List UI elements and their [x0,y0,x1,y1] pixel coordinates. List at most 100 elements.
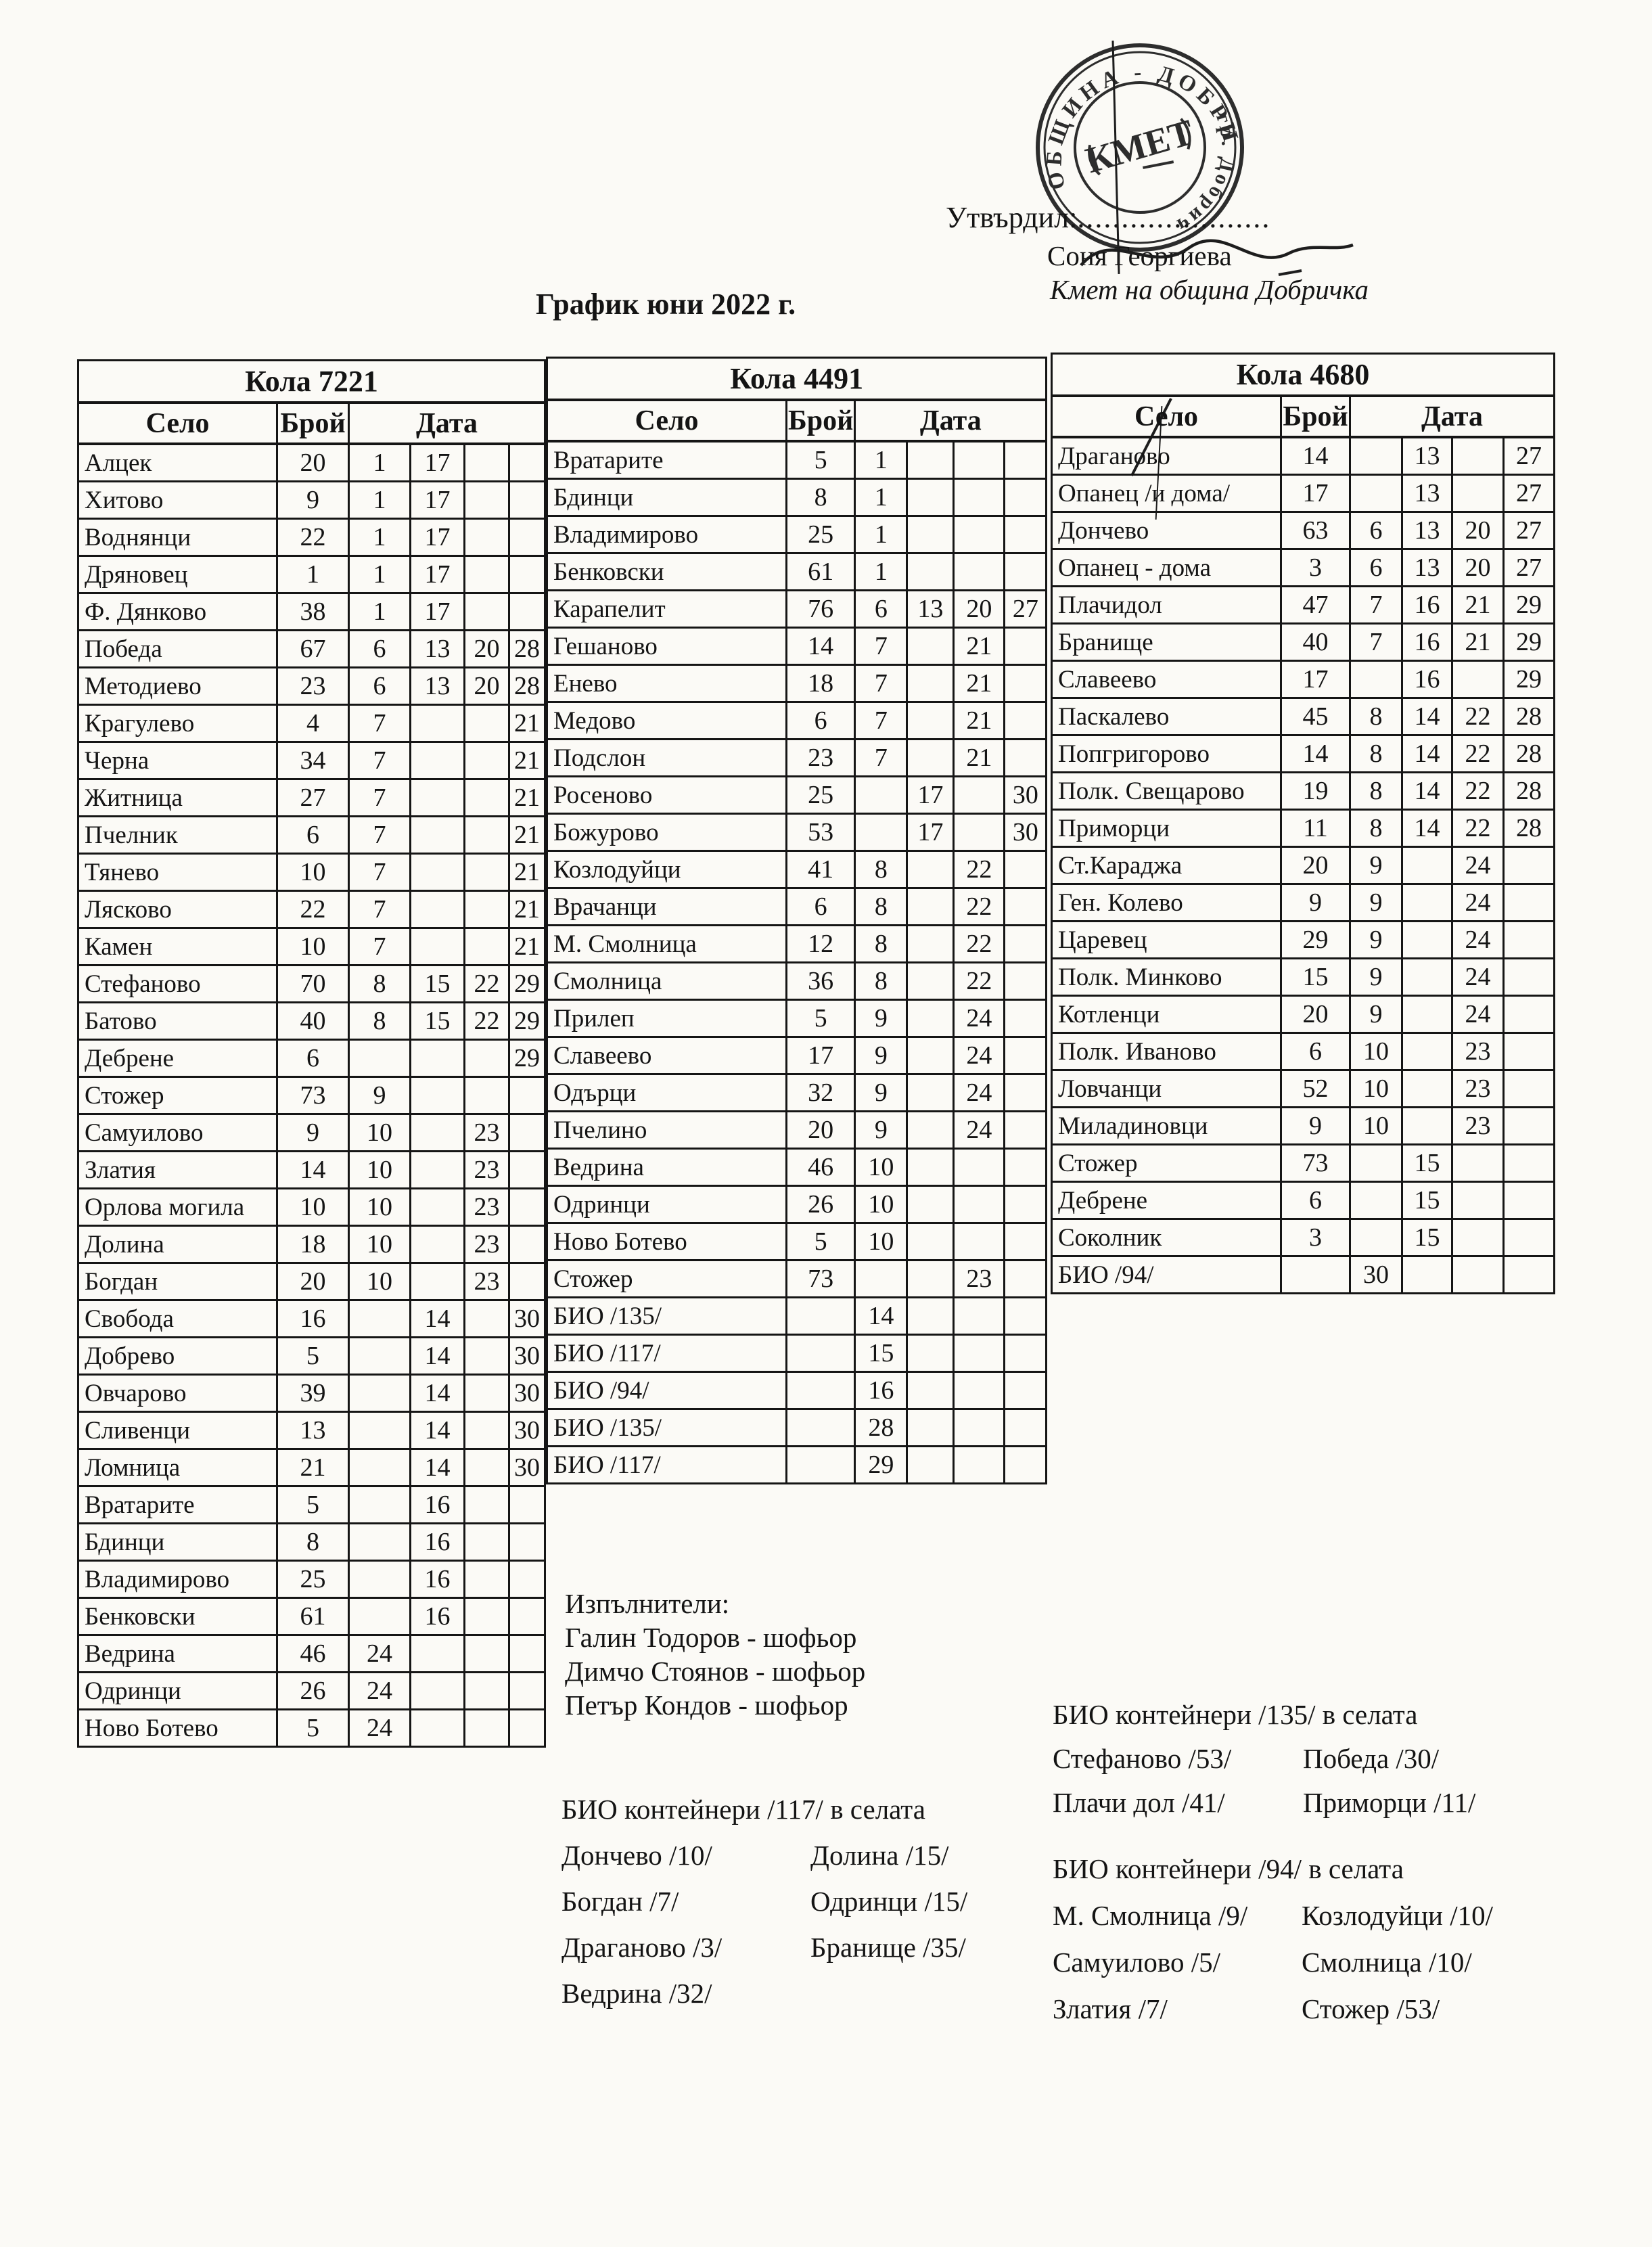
date-cell [1003,850,1048,889]
table-kola-4491: Кола 4491 Село Брой Дата Вратарите 5 1 Бдинци 8 1… [545,357,1048,1484]
village-cell: Медово [546,701,787,740]
bio-item: Стожер /53/ [1302,1993,1440,2024]
date-cell [1349,660,1403,699]
date-cell: 9 [1349,957,1403,997]
date-cell: 10 [1349,1106,1403,1145]
date-cell: 24 [953,1110,1006,1150]
bio-row: Самуилово /5/Смолница /10/ [1053,1939,1493,1986]
count-cell: 46 [276,1634,350,1673]
count-cell: 73 [276,1076,350,1115]
date-cell [409,1113,465,1152]
date-cell: 20 [1451,511,1505,550]
village-cell: Златия [77,1150,278,1189]
date-cell [463,778,510,817]
date-cell [1401,846,1453,885]
column-header-row: Село Брой Дата [77,401,546,445]
bio-item: Победа /30/ [1303,1743,1440,1774]
count-cell: 25 [785,775,856,815]
date-cell [1349,1143,1403,1183]
date-cell [953,1296,1006,1336]
table-row: Полк. Минково 15 9 24 [1051,957,1555,997]
table-row: Крагулево 4 7 21 [77,704,546,743]
date-cell [906,887,955,926]
table-row: Опанец /и дома/17 13 27 [1051,474,1555,513]
date-cell: 21 [1451,622,1505,662]
date-cell: 8 [1349,809,1403,848]
count-cell: 70 [276,964,350,1003]
bio-item: Одринци /15/ [810,1886,968,1917]
date-cell [1003,440,1048,480]
count-cell: 22 [276,890,350,929]
date-cell [1502,1255,1555,1294]
column-header-row: Село Брой Дата [1051,394,1555,438]
date-cell [1451,1181,1505,1220]
date-cell [1003,701,1048,740]
date-cell [508,1708,546,1748]
date-cell: 22 [953,924,1006,963]
signature-scribble [1080,239,1354,276]
count-cell: 46 [785,1148,856,1187]
page-title: График юни 2022 г. [536,288,796,321]
date-cell: 21 [508,778,546,817]
executor-line: Петър Кондов - шофьор [565,1689,848,1721]
round-stamp-icon: ОБЩИНА - ДОБРИЧ гр. Добрич КМЕТ [998,5,1263,252]
bio-section-title: БИО контейнери /135/ в селата [1053,1699,1418,1730]
village-cell: БИО /94/ [546,1371,787,1410]
date-cell: 23 [463,1150,510,1189]
date-cell [463,1411,510,1450]
count-cell: 45 [1280,697,1351,736]
village-cell: Вратарите [546,440,787,480]
stamp-arc-text: ОБЩИНА - ДОБРИЧ [998,5,1244,205]
date-cell: 21 [953,664,1006,703]
count-cell: 18 [276,1225,350,1264]
date-cell [508,555,546,594]
date-cell [409,1671,465,1710]
village-cell: Овчарово [77,1374,278,1413]
date-cell: 24 [953,1073,1006,1112]
count-cell: 10 [276,1187,350,1227]
village-cell: Врачанци [546,887,787,926]
count-cell: 9 [1280,1106,1351,1145]
village-cell: Полк. Минково [1051,957,1282,997]
village-cell: Тянево [77,853,278,892]
executors-title: Изпълнители: [565,1588,730,1619]
date-cell [906,701,955,740]
table-row: Долина 18 10 23 [77,1225,546,1264]
date-cell: 9 [854,1110,909,1150]
village-header: Село [546,399,787,442]
date-cell [508,592,546,631]
village-cell: Ломница [77,1448,278,1487]
date-cell: 10 [348,1187,411,1227]
count-cell: 4 [276,704,350,743]
table-row: Ломница 21 14 30 [77,1448,546,1487]
signature-dotted-line: ...................... [1077,201,1271,234]
date-cell: 15 [409,1001,465,1041]
date-cell: 28 [1502,771,1555,811]
date-cell: 23 [1451,1032,1505,1071]
date-cell [1003,1296,1048,1336]
date-cell [463,442,510,482]
table-row: Славеево 17 9 24 [546,1036,1048,1075]
date-cell: 1 [854,478,909,517]
date-cell: 28 [508,629,546,668]
date-cell [1003,1334,1048,1373]
car-title: Кола 4491 [545,357,1048,401]
count-cell: 40 [1280,622,1351,662]
table-row: Бдинци 8 1 [546,478,1048,517]
date-cell: 14 [409,1336,465,1376]
date-cell: 21 [508,815,546,855]
table-row: Свобода 16 14 30 [77,1299,546,1338]
table-row: БИО /135/14 [546,1296,1048,1336]
village-cell: Прилеп [546,999,787,1038]
table-row: Победа 67 6 13 20 28 [77,629,546,668]
date-cell: 30 [508,1336,546,1376]
date-cell: 1 [854,515,909,554]
date-cell: 29 [508,964,546,1003]
count-cell: 73 [1280,1143,1351,1183]
date-cell: 13 [1401,548,1453,587]
table-row: БИО /135/28 [546,1408,1048,1447]
date-cell: 10 [348,1225,411,1264]
bio-item: Долина /15/ [810,1840,949,1871]
date-cell [409,927,465,966]
village-cell: Смолница [546,961,787,1001]
